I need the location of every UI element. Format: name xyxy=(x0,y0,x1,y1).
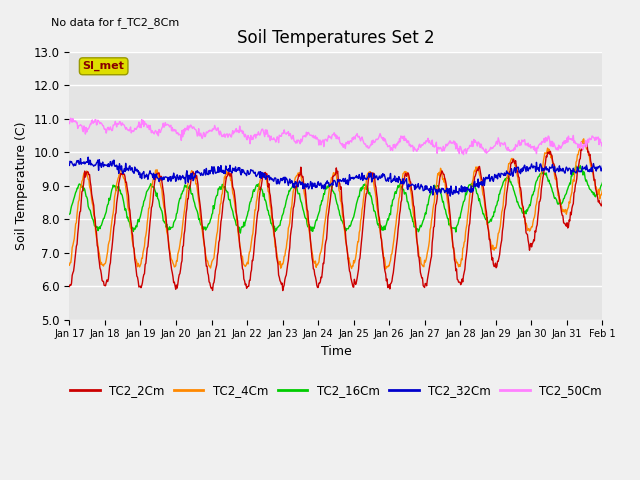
X-axis label: Time: Time xyxy=(321,345,351,358)
Title: Soil Temperatures Set 2: Soil Temperatures Set 2 xyxy=(237,29,435,48)
Text: No data for f_TC2_8Cm: No data for f_TC2_8Cm xyxy=(51,17,179,28)
Text: SI_met: SI_met xyxy=(83,61,125,72)
Legend: TC2_2Cm, TC2_4Cm, TC2_16Cm, TC2_32Cm, TC2_50Cm: TC2_2Cm, TC2_4Cm, TC2_16Cm, TC2_32Cm, TC… xyxy=(65,379,607,401)
Y-axis label: Soil Temperature (C): Soil Temperature (C) xyxy=(15,121,28,250)
